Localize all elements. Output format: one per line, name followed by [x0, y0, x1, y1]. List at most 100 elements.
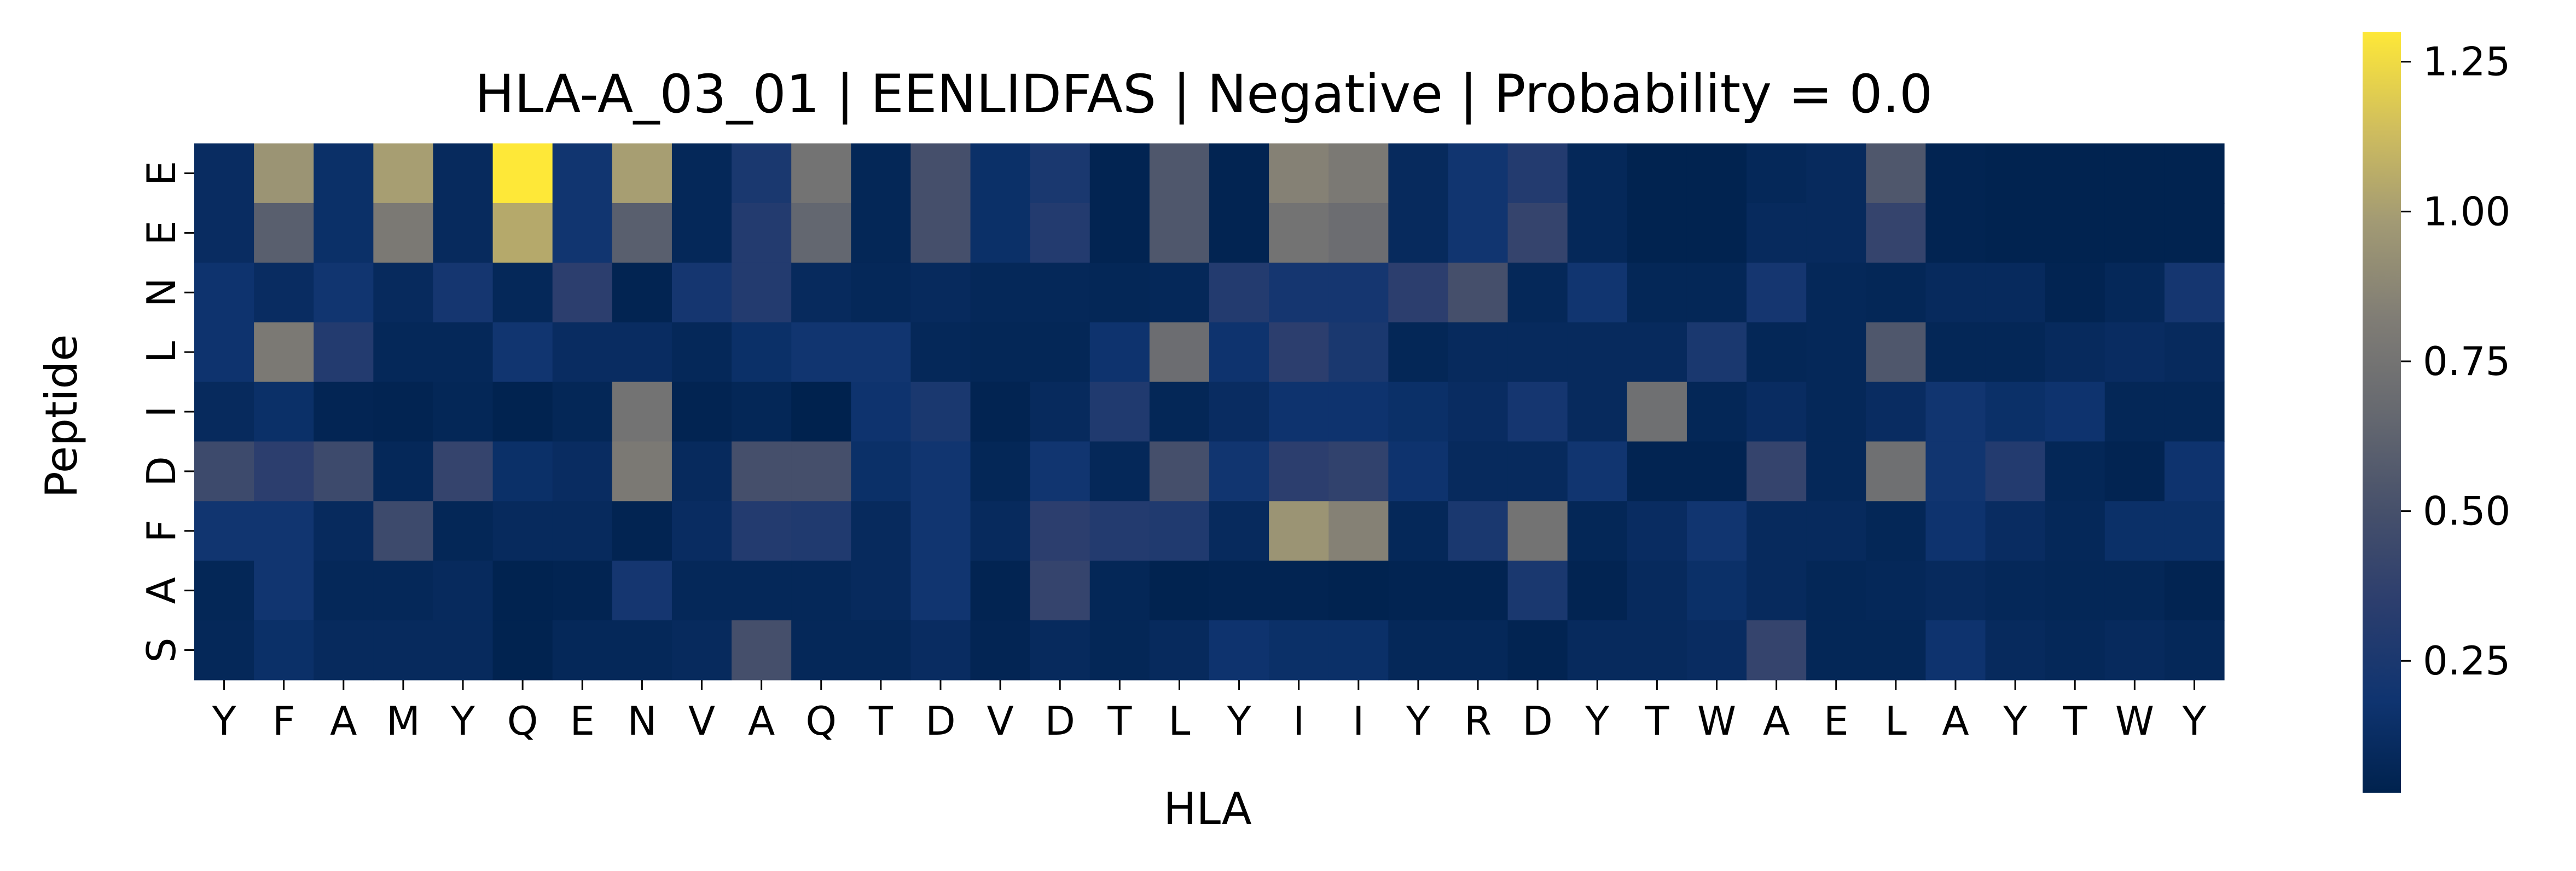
- heatmap-cell: [612, 441, 672, 501]
- heatmap-cell: [1269, 322, 1329, 383]
- heatmap-cell: [433, 501, 494, 561]
- heatmap-cell: [1030, 322, 1090, 383]
- heatmap-cell: [1925, 382, 1986, 442]
- heatmap-cell: [970, 501, 1031, 561]
- x-tick-label: N: [627, 698, 657, 744]
- heatmap-cell: [851, 203, 912, 263]
- heatmap-cell: [2045, 262, 2105, 323]
- heatmap-cell: [2045, 501, 2105, 561]
- heatmap-cell: [732, 382, 792, 442]
- heatmap-cell: [373, 441, 434, 501]
- heatmap-cell: [1388, 620, 1449, 680]
- heatmap-cell: [1686, 382, 1747, 442]
- chart-title: HLA-A_03_01 | EENLIDFAS | Negative | Pro…: [475, 64, 1933, 125]
- heatmap-cell: [2164, 620, 2225, 680]
- x-tick-label: Y: [450, 698, 475, 744]
- heatmap-cell: [2104, 143, 2165, 204]
- x-tick-label: T: [1107, 698, 1132, 744]
- heatmap-cell: [492, 501, 553, 561]
- colorbar-tick-label: 1.25: [2423, 39, 2510, 85]
- heatmap-cell: [1507, 262, 1568, 323]
- heatmap-cell: [1149, 143, 1210, 204]
- heatmap-cell: [1806, 561, 1866, 621]
- x-tick-label: E: [570, 698, 595, 744]
- heatmap-cell: [1149, 501, 1210, 561]
- heatmap-cell: [373, 620, 434, 680]
- heatmap-cell: [1507, 322, 1568, 383]
- heatmap-cell: [1627, 382, 1687, 442]
- x-tick-label: Y: [212, 698, 237, 744]
- x-tick-label: R: [1464, 698, 1492, 744]
- y-tick-label: N: [138, 278, 184, 307]
- heatmap-cell: [1747, 501, 1807, 561]
- heatmap-cell: [254, 501, 314, 561]
- heatmap-cell: [1686, 561, 1747, 621]
- heatmap-cell: [1030, 441, 1090, 501]
- heatmap-cell: [1925, 620, 1986, 680]
- heatmap-cell: [791, 561, 851, 621]
- heatmap-cell: [1388, 262, 1449, 323]
- x-tick-label: T: [2062, 698, 2087, 744]
- heatmap-cell: [373, 143, 434, 204]
- heatmap-cell: [1328, 143, 1389, 204]
- heatmap-cell: [492, 203, 553, 263]
- heatmap-cell: [1806, 501, 1866, 561]
- heatmap-cell: [910, 262, 971, 323]
- heatmap-cell: [2104, 322, 2165, 383]
- heatmap-cell: [1507, 441, 1568, 501]
- heatmap-cell: [2164, 441, 2225, 501]
- heatmap-cell: [612, 620, 672, 680]
- heatmap-cell: [552, 203, 613, 263]
- heatmap-cell: [1866, 322, 1927, 383]
- heatmap-cell: [1806, 203, 1866, 263]
- heatmap-cell: [1030, 382, 1090, 442]
- heatmap-cell: [2164, 143, 2225, 204]
- heatmap-cell: [1985, 143, 2046, 204]
- heatmap-cell: [1089, 620, 1150, 680]
- heatmap-cell: [970, 620, 1031, 680]
- heatmap-cells: [194, 143, 2225, 680]
- heatmap-cell: [1985, 382, 2046, 442]
- heatmap-cell: [1567, 262, 1628, 323]
- heatmap-cell: [314, 262, 374, 323]
- heatmap-cell: [1747, 203, 1807, 263]
- heatmap-cell: [1269, 561, 1329, 621]
- heatmap-cell: [910, 561, 971, 621]
- heatmap-cell: [1328, 203, 1389, 263]
- heatmap-cell: [1448, 561, 1509, 621]
- heatmap-cell: [1985, 620, 2046, 680]
- heatmap-cell: [373, 501, 434, 561]
- heatmap-cell: [671, 441, 732, 501]
- heatmap-cell: [1806, 382, 1866, 442]
- heatmap-cell: [732, 143, 792, 204]
- heatmap-cell: [1866, 262, 1927, 323]
- heatmap-cell: [433, 382, 494, 442]
- heatmap-cell: [612, 382, 672, 442]
- heatmap-cell: [1686, 620, 1747, 680]
- colorbar-tick-label: 0.75: [2423, 338, 2510, 384]
- heatmap-cell: [1328, 322, 1389, 383]
- heatmap-cell: [1747, 441, 1807, 501]
- heatmap-cell: [732, 620, 792, 680]
- heatmap-cell: [1747, 561, 1807, 621]
- heatmap-cell: [254, 620, 314, 680]
- heatmap-cell: [1507, 501, 1568, 561]
- heatmap-cell: [433, 262, 494, 323]
- heatmap-cell: [433, 441, 494, 501]
- heatmap-cell: [2164, 382, 2225, 442]
- heatmap-cell: [1149, 203, 1210, 263]
- x-tick-label: D: [1045, 698, 1075, 744]
- heatmap-cell: [2164, 322, 2225, 383]
- heatmap-cell: [1567, 382, 1628, 442]
- heatmap-cell: [492, 382, 553, 442]
- heatmap-cell: [1985, 441, 2046, 501]
- heatmap-cell: [1328, 441, 1389, 501]
- y-tick-label: A: [138, 577, 184, 604]
- heatmap-cell: [194, 322, 254, 383]
- heatmap-cell: [2104, 203, 2165, 263]
- heatmap-cell: [970, 203, 1031, 263]
- heatmap-cell: [1089, 143, 1150, 204]
- heatmap-cell: [791, 203, 851, 263]
- heatmap-cell: [1686, 441, 1747, 501]
